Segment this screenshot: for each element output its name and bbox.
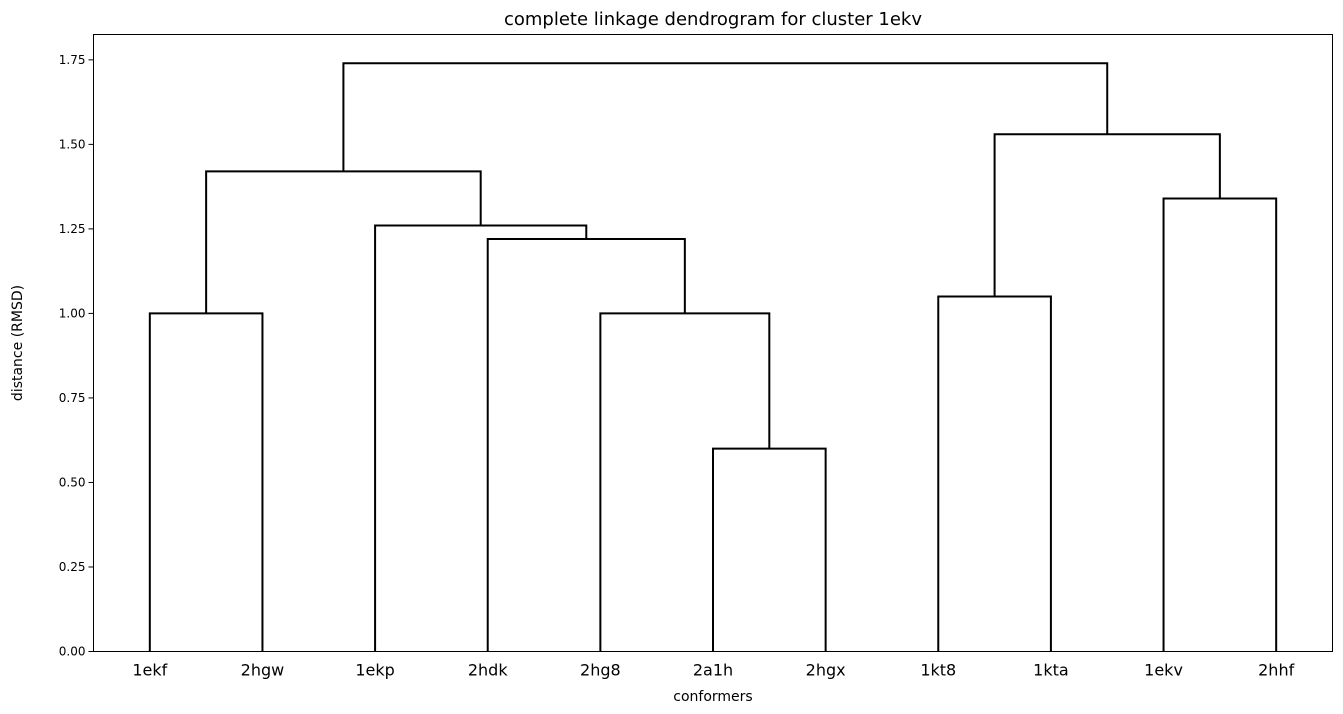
y-tick-label: 0.25 bbox=[59, 560, 86, 574]
dendrogram-link bbox=[937, 295, 1052, 652]
y-tick-label: 1.25 bbox=[59, 222, 86, 236]
dendrogram-link bbox=[374, 224, 588, 652]
y-axis: 0.00 0.25 0.50 0.75 1.00 1.25 1.50 1.75 bbox=[59, 53, 94, 659]
dendrogram-link bbox=[993, 133, 1221, 297]
x-axis: 1ekf 2hgw 1ekp 2hdk 2hg8 2a1h 2hgx 1kt8 1kta 1ekv… bbox=[132, 661, 1294, 680]
leaf-label: 2hdk bbox=[468, 661, 508, 680]
leaf-label: 1ekf bbox=[132, 661, 167, 680]
dendrogram-link bbox=[205, 170, 482, 314]
dendrogram-link bbox=[148, 312, 264, 652]
leaf-label: 2hhf bbox=[1258, 661, 1294, 680]
dendrogram-link bbox=[1162, 197, 1278, 652]
leaf-label: 2hgw bbox=[241, 661, 285, 680]
y-tick-label: 0.75 bbox=[59, 391, 86, 405]
y-axis-label: distance (RMSD) bbox=[10, 285, 26, 401]
dendrogram-link bbox=[599, 312, 771, 652]
y-tick-label: 1.00 bbox=[59, 306, 86, 320]
leaf-label: 1ekv bbox=[1144, 661, 1183, 680]
leaf-label: 2a1h bbox=[693, 661, 733, 680]
y-tick-label: 0.50 bbox=[59, 475, 86, 489]
dendrogram-links bbox=[148, 62, 1278, 652]
y-tick-label: 0.00 bbox=[59, 645, 86, 659]
leaf-label: 1kt8 bbox=[920, 661, 956, 680]
leaf-label: 1kta bbox=[1033, 661, 1069, 680]
chart-title: complete linkage dendrogram for cluster … bbox=[504, 9, 922, 30]
leaf-label: 2hgx bbox=[806, 661, 846, 680]
dendrogram-link bbox=[712, 447, 827, 652]
y-tick-label: 1.50 bbox=[59, 137, 86, 151]
dendrogram-link bbox=[342, 62, 1109, 172]
y-tick-label: 1.75 bbox=[59, 53, 86, 67]
leaf-label: 2hg8 bbox=[580, 661, 621, 680]
x-axis-label: conformers bbox=[673, 689, 752, 705]
dendrogram-link bbox=[486, 238, 686, 652]
leaf-label: 1ekp bbox=[355, 661, 394, 680]
